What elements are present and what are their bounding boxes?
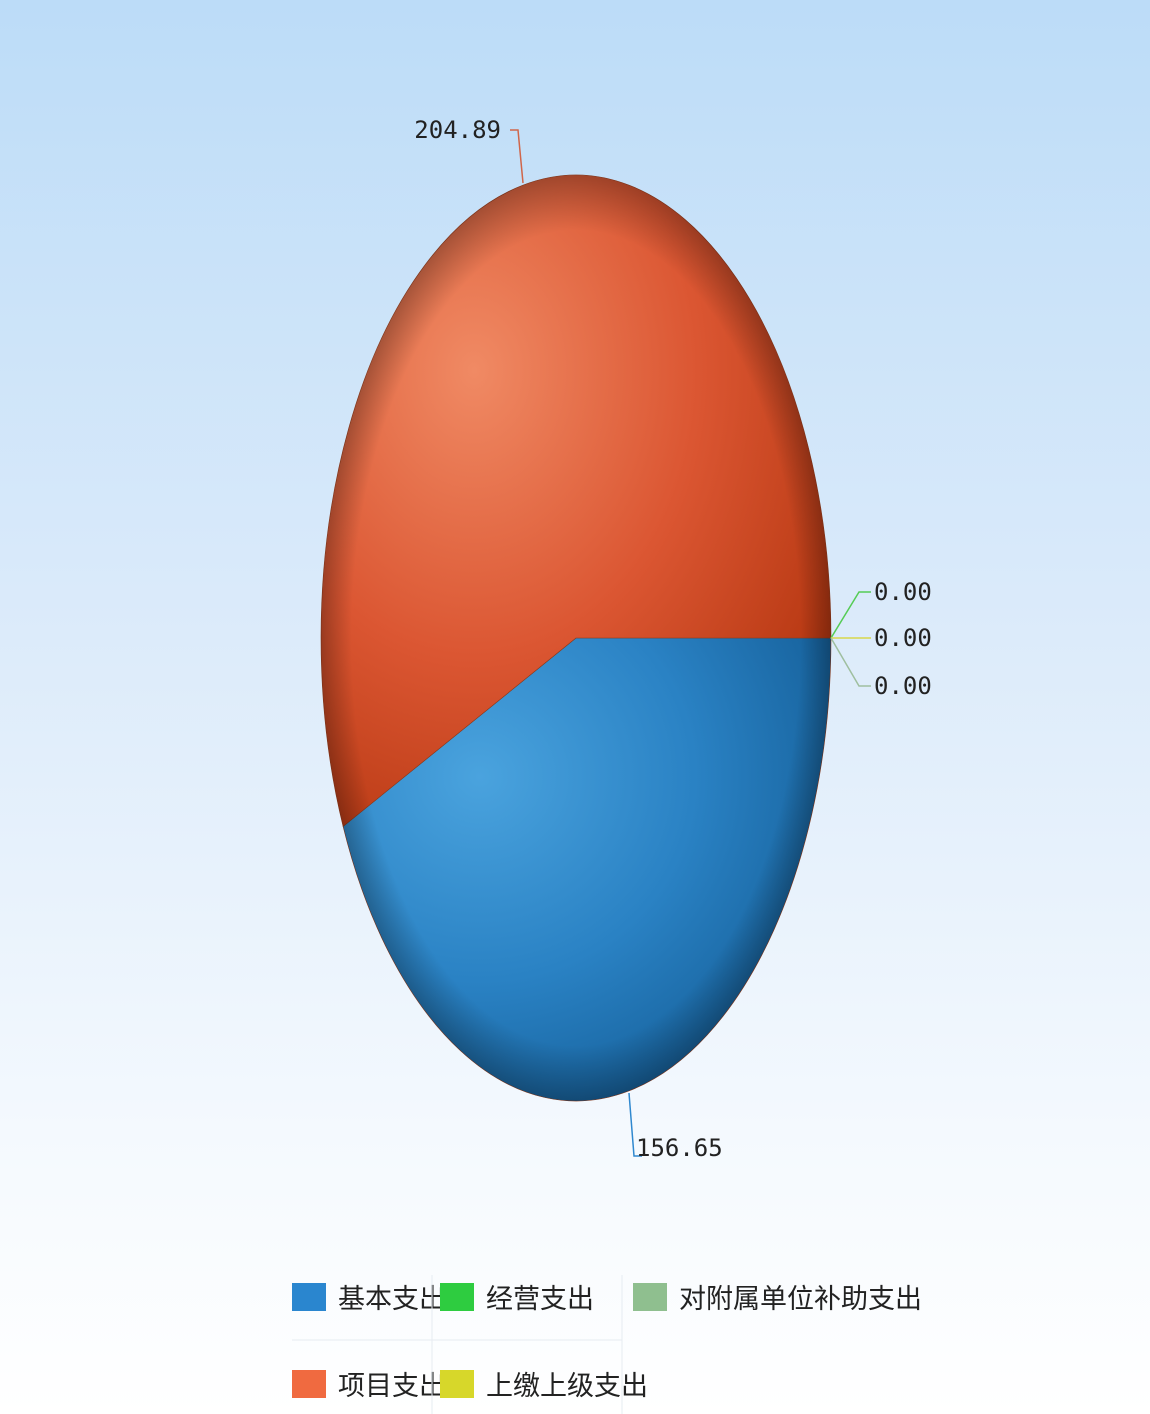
legend-label: 经营支出 [486, 1284, 594, 1315]
legend-swatch [440, 1370, 474, 1398]
legend-swatch [292, 1370, 326, 1398]
legend-label: 基本支出 [338, 1284, 446, 1315]
legend-label: 上缴上级支出 [486, 1371, 648, 1402]
legend-swatch [440, 1283, 474, 1311]
legend-item-4[interactable]: 上缴上级支出 [440, 1370, 648, 1402]
legend-item-0[interactable]: 基本支出 [292, 1283, 446, 1315]
data-label-1: 204.89 [414, 116, 501, 144]
legend-swatch [292, 1283, 326, 1311]
data-label-3: 0.00 [874, 624, 932, 652]
leader-line-0 [628, 1092, 642, 1157]
data-label-4: 0.00 [874, 672, 932, 700]
legend-item-1[interactable]: 经营支出 [440, 1283, 594, 1315]
leader-line-1 [510, 129, 524, 184]
legend-label: 对附属单位补助支出 [679, 1284, 922, 1315]
data-label-0: 156.65 [636, 1134, 723, 1162]
leader-line-2 [830, 591, 871, 639]
data-label-2: 0.00 [874, 578, 932, 606]
legend-item-3[interactable]: 项目支出 [292, 1370, 446, 1402]
legend-label: 项目支出 [338, 1371, 446, 1402]
legend-item-2[interactable]: 对附属单位补助支出 [633, 1283, 922, 1315]
leader-line-4 [830, 637, 871, 687]
legend-swatch [633, 1283, 667, 1311]
